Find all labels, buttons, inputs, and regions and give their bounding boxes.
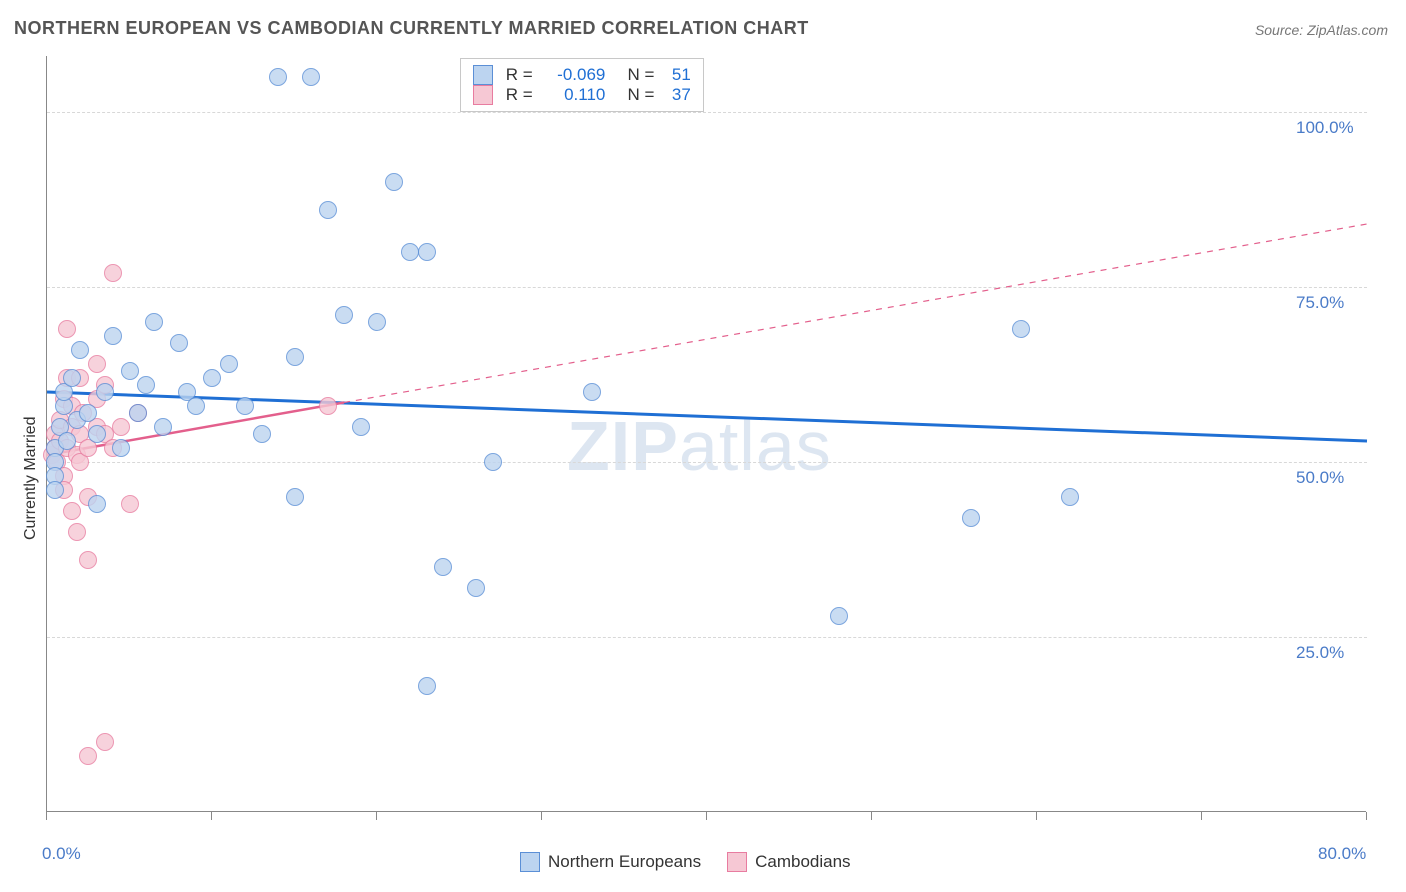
data-point (58, 432, 76, 450)
x-tick (706, 812, 707, 820)
legend-r-value: 0.110 (545, 85, 605, 105)
data-point (104, 327, 122, 345)
data-point (96, 383, 114, 401)
data-point (253, 425, 271, 443)
x-tick (1201, 812, 1202, 820)
data-point (104, 264, 122, 282)
data-point (112, 418, 130, 436)
data-point (286, 488, 304, 506)
data-point (467, 579, 485, 597)
legend-r-label: R = (501, 85, 537, 105)
data-point (335, 306, 353, 324)
data-point (88, 495, 106, 513)
trend-line (344, 224, 1367, 403)
data-point (96, 733, 114, 751)
data-point (962, 509, 980, 527)
x-tick (541, 812, 542, 820)
data-point (154, 418, 172, 436)
data-point (203, 369, 221, 387)
legend-item-1: Cambodians (727, 852, 850, 872)
plot-area: ZIPatlas (46, 56, 1366, 812)
data-point (145, 313, 163, 331)
chart-title: NORTHERN EUROPEAN VS CAMBODIAN CURRENTLY… (14, 18, 809, 39)
data-point (79, 404, 97, 422)
data-point (368, 313, 386, 331)
trend-svg (47, 56, 1367, 812)
data-point (302, 68, 320, 86)
data-point (830, 607, 848, 625)
data-point (269, 68, 287, 86)
chart-container: NORTHERN EUROPEAN VS CAMBODIAN CURRENTLY… (0, 0, 1406, 892)
legend-item-0: Northern Europeans (520, 852, 701, 872)
y-tick-label: 50.0% (1296, 468, 1344, 488)
x-tick (211, 812, 212, 820)
data-point (137, 376, 155, 394)
data-point (434, 558, 452, 576)
data-point (385, 173, 403, 191)
data-point (583, 383, 601, 401)
swatch-series-1 (727, 852, 747, 872)
x-tick (871, 812, 872, 820)
legend-n-label: N = (613, 85, 659, 105)
swatch-icon (473, 65, 493, 85)
x-tick (376, 812, 377, 820)
data-point (112, 439, 130, 457)
data-point (220, 355, 238, 373)
legend-top-row: R = -0.069 N = 51 (473, 65, 691, 85)
data-point (129, 404, 147, 422)
legend-n-label: N = (613, 65, 659, 85)
data-point (121, 362, 139, 380)
y-axis-label: Currently Married (22, 416, 40, 540)
legend-label-0: Northern Europeans (548, 852, 701, 872)
source-label: Source: ZipAtlas.com (1255, 22, 1388, 38)
data-point (1061, 488, 1079, 506)
data-point (79, 747, 97, 765)
y-tick-label: 100.0% (1296, 118, 1354, 138)
swatch-series-0 (520, 852, 540, 872)
data-point (484, 453, 502, 471)
data-point (418, 243, 436, 261)
data-point (63, 369, 81, 387)
data-point (352, 418, 370, 436)
data-point (319, 201, 337, 219)
x-tick (1366, 812, 1367, 820)
data-point (286, 348, 304, 366)
data-point (46, 481, 64, 499)
data-point (418, 677, 436, 695)
data-point (88, 425, 106, 443)
data-point (170, 334, 188, 352)
legend-n-value: 37 (667, 85, 691, 105)
legend-label-1: Cambodians (755, 852, 850, 872)
x-tick (46, 812, 47, 820)
legend-r-label: R = (501, 65, 537, 85)
data-point (401, 243, 419, 261)
legend-top-row: R = 0.110 N = 37 (473, 85, 691, 105)
data-point (88, 355, 106, 373)
legend-r-value: -0.069 (545, 65, 605, 85)
legend-bottom: Northern Europeans Cambodians (520, 852, 851, 872)
y-tick-label: 75.0% (1296, 293, 1344, 313)
legend-top: R = -0.069 N = 51 R = 0.110 N = 37 (460, 58, 704, 112)
data-point (71, 341, 89, 359)
x-tick (1036, 812, 1037, 820)
x-tick-label-max: 80.0% (1318, 844, 1366, 864)
data-point (68, 523, 86, 541)
y-tick-label: 25.0% (1296, 643, 1344, 663)
data-point (121, 495, 139, 513)
data-point (319, 397, 337, 415)
data-point (1012, 320, 1030, 338)
data-point (187, 397, 205, 415)
legend-n-value: 51 (667, 65, 691, 85)
swatch-icon (473, 85, 493, 105)
data-point (63, 502, 81, 520)
x-tick-label-0: 0.0% (42, 844, 81, 864)
data-point (79, 551, 97, 569)
data-point (58, 320, 76, 338)
data-point (236, 397, 254, 415)
